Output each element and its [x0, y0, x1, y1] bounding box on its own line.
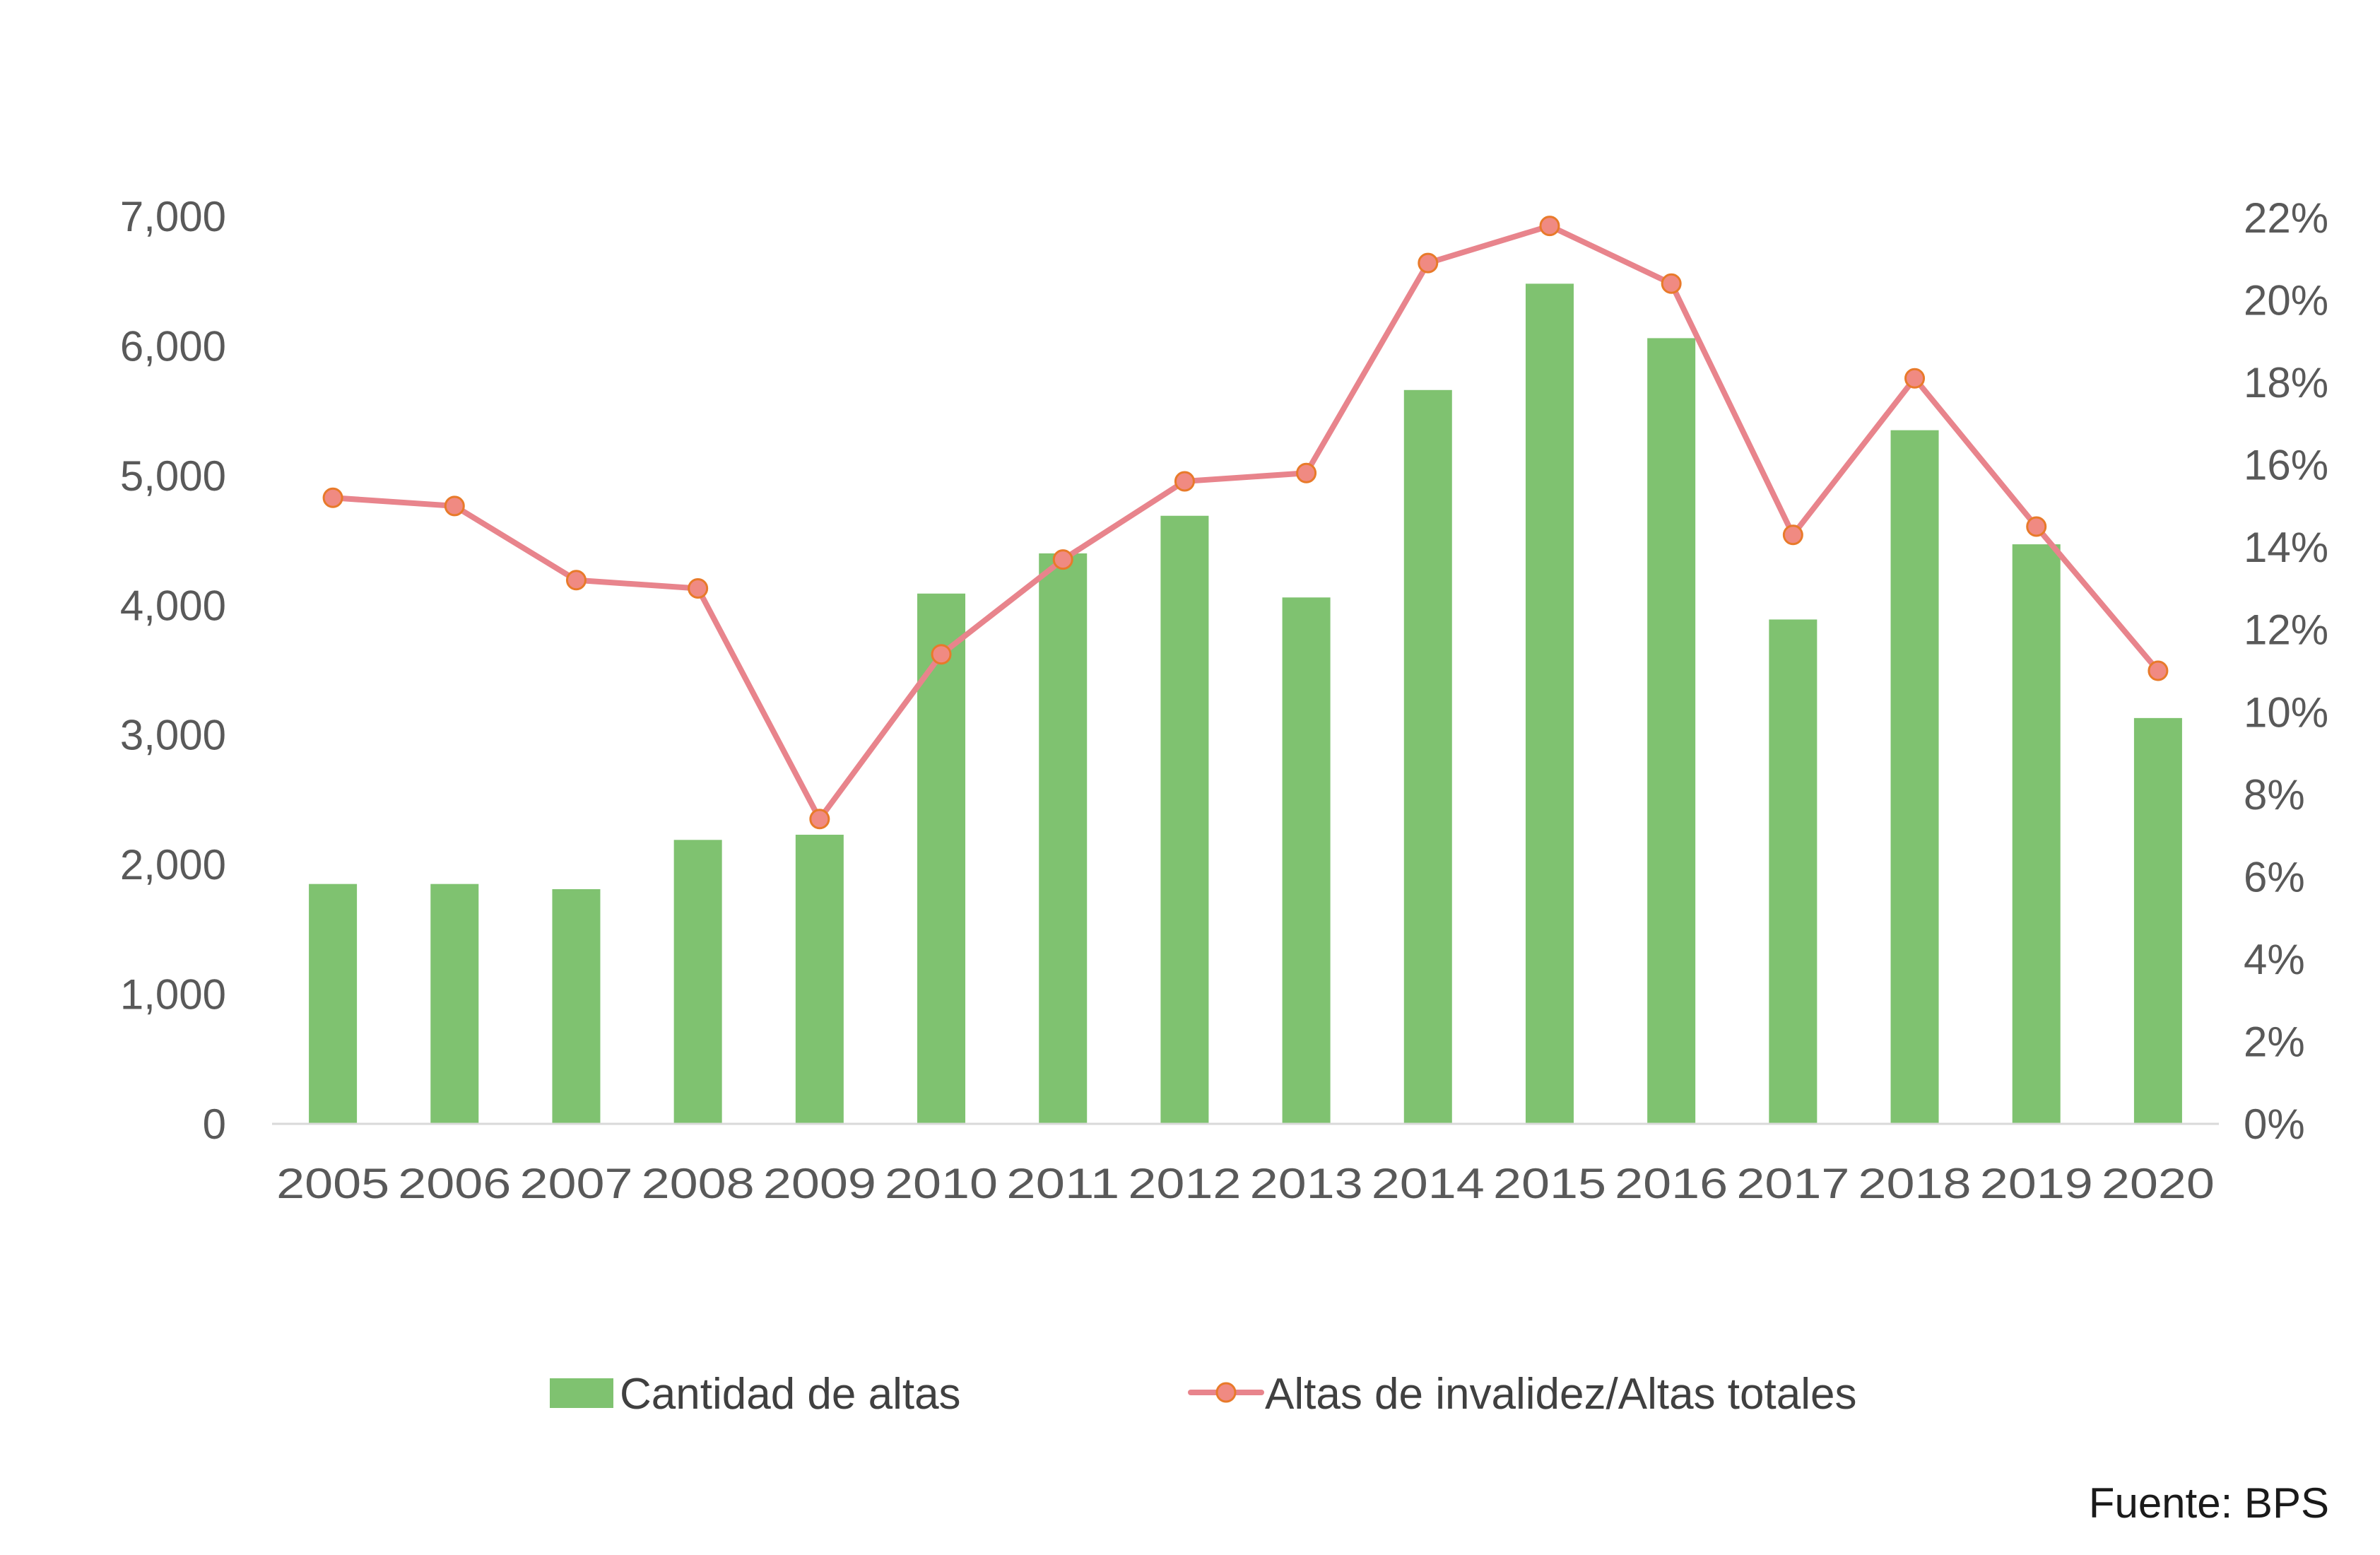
left-tick-label: 0 — [203, 1101, 226, 1148]
point-2019 — [2026, 516, 2047, 537]
point-2014 — [1418, 252, 1439, 274]
bar-2017 — [1769, 619, 1818, 1124]
x-tick-label: 2018 — [1858, 1160, 1972, 1207]
bar-2007 — [552, 888, 601, 1124]
x-tick-label: 2006 — [398, 1160, 511, 1207]
x-tick-label: 2011 — [1006, 1160, 1119, 1207]
legend-swatch-bar — [550, 1378, 613, 1408]
point-2013 — [1296, 462, 1317, 483]
right-tick-label: 22% — [2244, 194, 2328, 242]
legend-swatch-marker — [1215, 1382, 1237, 1403]
right-axis-ticks: 0% 2% 4% 6% 8% 10% 12% 14% 16% 18% 20% 22% — [2244, 194, 2328, 1148]
bar-2012 — [1160, 515, 1209, 1124]
x-tick-label: 2009 — [763, 1160, 876, 1207]
x-tick-label: 2010 — [885, 1160, 998, 1207]
x-axis-ticks: 2005 2006 2007 2008 2009 2010 2011 2012 2013 2014… — [276, 1160, 2215, 1207]
x-tick-label: 2012 — [1128, 1160, 1241, 1207]
x-tick-label: 2013 — [1250, 1160, 1363, 1207]
x-tick-label: 2017 — [1736, 1160, 1849, 1207]
bar-2019 — [2012, 544, 2061, 1124]
right-tick-label: 18% — [2244, 359, 2328, 406]
right-tick-label: 20% — [2244, 277, 2328, 324]
bar-2008 — [673, 840, 722, 1124]
left-tick-label: 6,000 — [120, 322, 226, 370]
x-tick-label: 2016 — [1615, 1160, 1728, 1207]
bar-2009 — [795, 834, 844, 1124]
bar-2006 — [430, 884, 479, 1124]
x-tick-label: 2015 — [1493, 1160, 1606, 1207]
point-2010 — [931, 644, 952, 665]
right-tick-label: 0% — [2244, 1101, 2305, 1148]
point-2012 — [1174, 471, 1195, 492]
right-tick-label: 6% — [2244, 853, 2305, 900]
left-tick-label: 2,000 — [120, 841, 226, 888]
bar-2015 — [1525, 283, 1574, 1125]
bar-2016 — [1647, 338, 1696, 1124]
point-2020 — [2148, 660, 2169, 681]
source-note: Fuente: BPS — [2088, 1479, 2329, 1527]
right-tick-label: 14% — [2244, 524, 2328, 571]
point-2016 — [1661, 273, 1682, 294]
left-tick-label: 1,000 — [120, 971, 226, 1019]
bar-2020 — [2133, 717, 2182, 1124]
right-tick-label: 16% — [2244, 442, 2328, 489]
point-2006 — [444, 495, 465, 517]
bar-2005 — [309, 884, 358, 1124]
left-tick-label: 3,000 — [120, 712, 226, 759]
point-2008 — [688, 577, 709, 599]
left-tick-label: 7,000 — [120, 193, 226, 240]
point-2007 — [565, 570, 587, 591]
left-tick-label: 5,000 — [120, 452, 226, 500]
point-2018 — [1904, 368, 1926, 389]
bars-layer — [309, 283, 2182, 1125]
line-ratio — [330, 223, 2161, 822]
x-tick-label: 2014 — [1372, 1160, 1485, 1207]
right-tick-label: 10% — [2244, 688, 2328, 736]
point-2017 — [1782, 524, 1803, 546]
right-tick-label: 8% — [2244, 771, 2305, 818]
x-tick-label: 2008 — [642, 1160, 755, 1207]
legend-label-line: Altas de invalidez/Altas totales — [1265, 1370, 1856, 1419]
bar-2013 — [1282, 597, 1331, 1124]
x-tick-label: 2020 — [2102, 1160, 2215, 1207]
bar-2011 — [1039, 553, 1088, 1124]
legend-label-bar: Cantidad de altas — [620, 1370, 961, 1419]
bar-2018 — [1890, 430, 1939, 1124]
right-tick-label: 12% — [2244, 606, 2328, 654]
line-layer — [322, 216, 2169, 830]
point-2009 — [809, 809, 830, 830]
bar-2014 — [1403, 389, 1452, 1124]
x-tick-label: 2019 — [1980, 1160, 2093, 1207]
bar-2010 — [917, 593, 966, 1124]
left-tick-label: 4,000 — [120, 582, 226, 629]
point-2015 — [1539, 216, 1560, 237]
point-2011 — [1052, 549, 1073, 570]
right-tick-label: 4% — [2244, 936, 2305, 983]
point-2005 — [322, 487, 343, 508]
legend: Cantidad de altas Altas de invalidez/Alt… — [550, 1370, 1856, 1419]
right-tick-label: 2% — [2244, 1018, 2305, 1065]
x-tick-label: 2007 — [519, 1160, 632, 1207]
x-tick-label: 2005 — [276, 1160, 389, 1207]
left-axis-ticks: 0 1,000 2,000 3,000 4,000 5,000 6,000 7,000 — [120, 193, 226, 1148]
